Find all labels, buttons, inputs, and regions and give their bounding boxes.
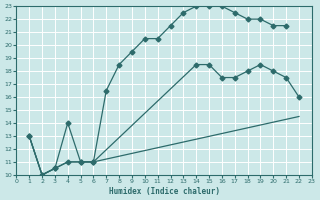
X-axis label: Humidex (Indice chaleur): Humidex (Indice chaleur): [108, 187, 220, 196]
